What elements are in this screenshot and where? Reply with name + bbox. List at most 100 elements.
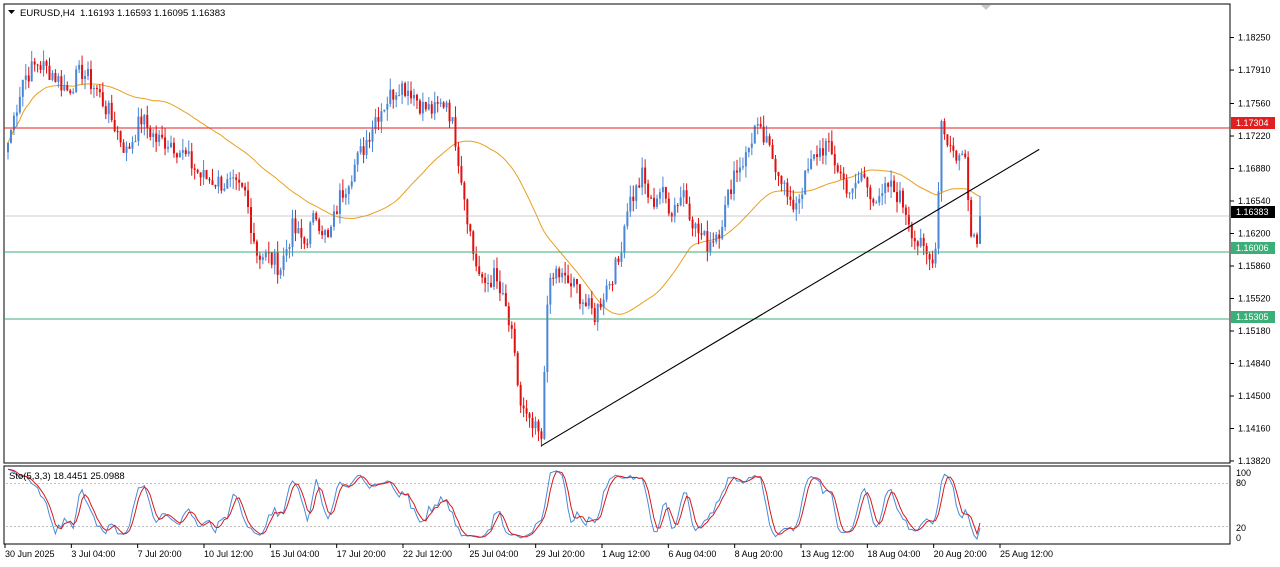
candle [454,106,457,151]
candle [940,119,943,202]
trendline[interactable] [541,148,1040,447]
candle [931,250,934,269]
candle [208,176,211,184]
candle [738,157,741,182]
candle [804,170,807,195]
candle [504,284,507,307]
candle [330,224,333,239]
candle [60,70,63,97]
candle [134,134,137,143]
candle [484,272,487,293]
candle [670,211,673,223]
price-pane[interactable] [3,3,1231,464]
candle [750,132,753,156]
candle [590,290,593,315]
candle [786,178,789,205]
candle [365,129,368,159]
chart-shift-marker-icon[interactable] [981,5,991,10]
candle [341,179,344,203]
candle [362,137,365,164]
candle [42,50,45,77]
candle [122,139,125,153]
candle [807,158,810,174]
candle [824,138,827,165]
candle [842,167,845,190]
candle [78,60,81,73]
candle [395,92,398,108]
candle [427,97,430,111]
candle [525,399,528,422]
x-tick-label: 13 Aug 12:00 [801,549,854,559]
candle [958,153,961,171]
candle [81,55,84,85]
candle [810,150,813,171]
candle [63,74,66,92]
candle [291,209,294,257]
y-tick-label: 1.16200 [1238,229,1271,239]
candle [412,88,415,107]
candle [232,169,235,190]
candle [596,303,599,331]
candle [442,101,445,109]
candle [730,179,733,200]
candle [439,98,442,108]
candle [48,57,51,81]
candle [430,100,433,119]
candle [818,140,821,161]
x-tick-label: 17 Jul 20:00 [337,549,386,559]
candle [635,184,638,210]
candle [661,176,664,204]
candle [187,140,190,157]
stochastic-pane[interactable] [3,465,1231,545]
candle [638,177,641,189]
candle [543,365,546,440]
ohlc-label: 1.16193 1.16593 1.16095 1.16383 [80,8,225,19]
candle [119,130,122,147]
triangle-down-icon[interactable] [8,10,15,14]
candle [72,88,75,95]
x-tick-label: 29 Jul 20:00 [536,549,585,559]
x-tick-label: 25 Aug 12:00 [1000,549,1053,559]
y-tick-label: 1.15860 [1238,261,1271,271]
candle [839,164,842,180]
candle [946,134,949,148]
candle [620,241,623,267]
candle [519,381,522,413]
candle [712,232,715,247]
candle [676,202,679,213]
candle [98,84,101,98]
candle [575,278,578,294]
candle [658,188,661,205]
candle [214,184,217,190]
candle [92,85,95,98]
svg-text:1.16006: 1.16006 [1236,243,1269,253]
candle [137,107,140,146]
candle [848,191,851,199]
candle [513,322,516,357]
candle [15,104,18,127]
candle [244,182,247,197]
candle [673,197,676,223]
candle [374,108,377,134]
candle [335,205,338,215]
candle [961,150,964,156]
candle [309,220,312,248]
candle [190,142,193,176]
stoch-main-line [7,468,981,541]
candle [436,96,439,113]
candle [833,145,836,174]
candle [45,59,48,74]
candle [193,163,196,180]
candle [567,264,570,284]
candle [789,186,792,206]
candle [573,276,576,288]
candle [131,136,134,154]
candle [377,107,380,131]
candle [813,154,816,161]
y-tick-label: 1.17910 [1238,65,1271,75]
candle [356,151,359,172]
candle [472,230,475,261]
candle [294,209,297,242]
candle [973,232,976,238]
